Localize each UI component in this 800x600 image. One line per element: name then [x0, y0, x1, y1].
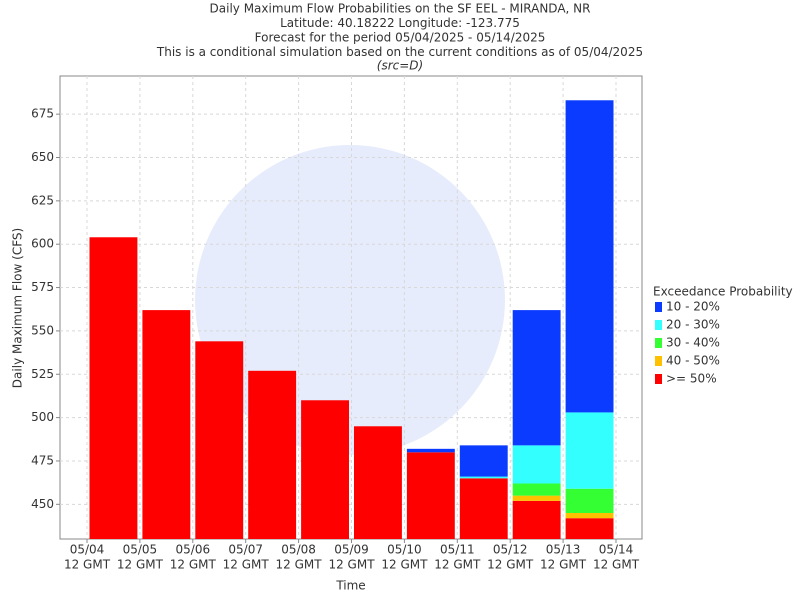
- bar-segment: [565, 412, 614, 489]
- bar-segment: [512, 483, 561, 496]
- x-tick-label: 05/07: [228, 543, 263, 557]
- legend-swatch: [655, 356, 662, 366]
- x-tick-label: 12 GMT: [434, 558, 481, 572]
- y-tick-label: 450: [31, 497, 54, 511]
- x-tick-label: 12 GMT: [593, 558, 640, 572]
- x-tick-label: 12 GMT: [276, 558, 323, 572]
- y-tick-label: 500: [31, 410, 54, 424]
- bar-segment: [565, 518, 614, 539]
- y-tick-label: 550: [31, 323, 54, 337]
- x-tick-label: 12 GMT: [117, 558, 164, 572]
- legend-swatch: [655, 302, 662, 312]
- x-tick-label: 05/06: [176, 543, 211, 557]
- y-tick-label: 625: [31, 193, 54, 207]
- bar-segment: [512, 445, 561, 484]
- subtitle: (src=D): [377, 59, 423, 73]
- chart-title: Daily Maximum Flow Probabilities on the …: [210, 2, 591, 16]
- x-tick-label: 05/08: [281, 543, 316, 557]
- legend-label: 30 - 40%: [666, 336, 720, 350]
- bar-segment: [248, 370, 297, 539]
- legend-swatch: [655, 338, 662, 348]
- bar-segment: [195, 341, 244, 539]
- x-tick-label: 12 GMT: [170, 558, 217, 572]
- bar-segment: [565, 488, 614, 513]
- y-tick-label: 475: [31, 453, 54, 467]
- bar-segment: [512, 500, 561, 539]
- x-tick-label: 05/04: [70, 543, 105, 557]
- legend-label: 20 - 30%: [666, 318, 720, 332]
- chart-title: Latitude: 40.18222 Longitude: -123.775: [280, 16, 520, 30]
- bar-segment: [142, 310, 191, 539]
- bar-segment: [512, 495, 561, 501]
- bar-segment: [459, 445, 508, 477]
- bar-segment: [406, 452, 455, 539]
- legend-swatch: [655, 374, 662, 384]
- bar-segment: [459, 476, 508, 479]
- bar-segment: [565, 100, 614, 413]
- legend-title: Exceedance Probability: [653, 285, 793, 299]
- x-tick-label: 12 GMT: [540, 558, 587, 572]
- x-tick-label: 12 GMT: [64, 558, 111, 572]
- legend-label: 10 - 20%: [666, 300, 720, 314]
- x-tick-label: 05/05: [123, 543, 158, 557]
- bar-segment: [565, 512, 614, 519]
- legend-label: 40 - 50%: [666, 354, 720, 368]
- x-axis-label: Time: [335, 579, 365, 593]
- x-tick-label: 05/10: [387, 543, 422, 557]
- x-tick-label: 05/14: [599, 543, 634, 557]
- bar-segment: [406, 448, 455, 453]
- bar-segment: [301, 400, 349, 539]
- y-tick-label: 575: [31, 280, 54, 294]
- chart-title: Forecast for the period 05/04/2025 - 05/…: [255, 31, 546, 45]
- chart-title: This is a conditional simulation based o…: [156, 45, 643, 59]
- x-tick-label: 12 GMT: [487, 558, 534, 572]
- y-axis-label: Daily Maximum Flow (CFS): [11, 228, 25, 388]
- y-tick-label: 675: [31, 107, 54, 121]
- x-tick-label: 05/11: [440, 543, 475, 557]
- x-tick-label: 05/09: [334, 543, 369, 557]
- x-tick-label: 12 GMT: [381, 558, 428, 572]
- y-tick-label: 650: [31, 150, 54, 164]
- y-tick-label: 600: [31, 237, 54, 251]
- x-tick-label: 12 GMT: [328, 558, 375, 572]
- bar-segment: [354, 426, 402, 539]
- bar-segment: [89, 237, 138, 540]
- x-tick-label: 05/12: [493, 543, 528, 557]
- bar-segment: [512, 310, 561, 446]
- legend-label: >= 50%: [666, 372, 717, 386]
- x-tick-label: 05/13: [546, 543, 581, 557]
- y-tick-label: 525: [31, 367, 54, 381]
- bar-segment: [459, 478, 508, 539]
- legend-swatch: [655, 320, 662, 330]
- x-tick-label: 12 GMT: [223, 558, 270, 572]
